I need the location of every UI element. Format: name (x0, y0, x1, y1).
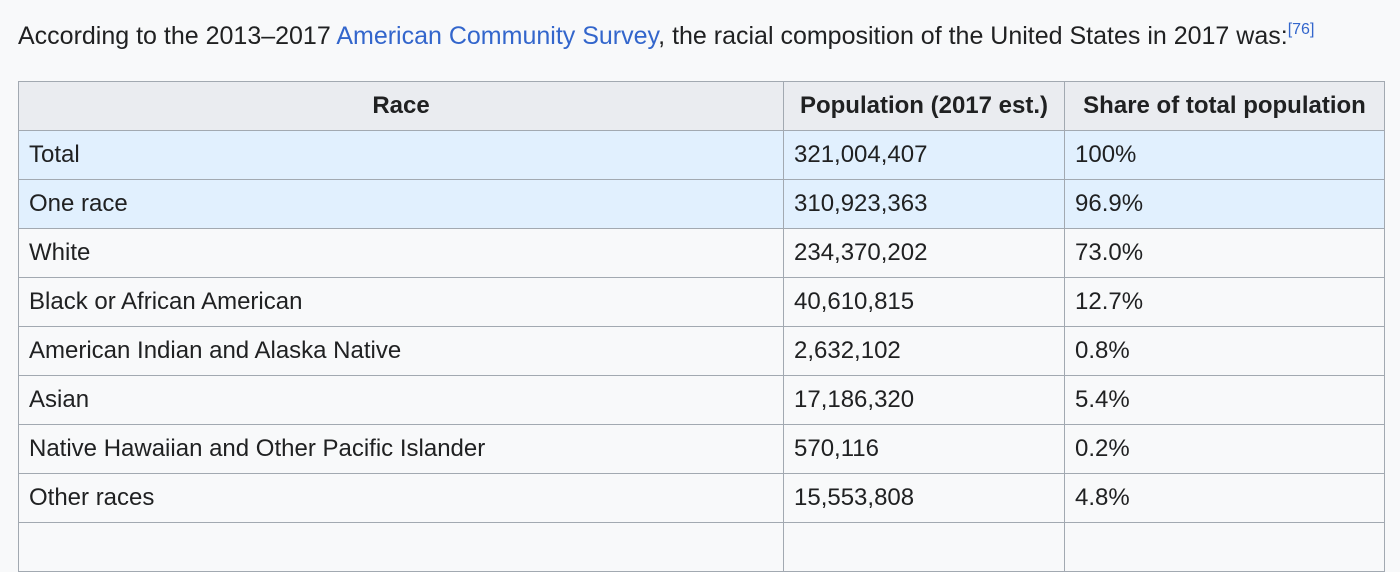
share-cell: 4.8% (1064, 473, 1385, 523)
table-row: Other races 15,553,808 4.8% (18, 473, 1385, 523)
table-row (18, 522, 1385, 572)
race-cell: Total (18, 130, 784, 180)
population-cell: 17,186,320 (783, 375, 1065, 425)
race-cell: Black or African American (18, 277, 784, 327)
race-cell: American Indian and Alaska Native (18, 326, 784, 376)
share-cell: 12.7% (1064, 277, 1385, 327)
intro-text-before: According to the 2013–2017 (18, 22, 337, 50)
share-cell: 96.9% (1064, 179, 1385, 229)
table-row: Native Hawaiian and Other Pacific Island… (18, 424, 1385, 474)
share-cell: 0.2% (1064, 424, 1385, 474)
table-row: Black or African American 40,610,815 12.… (18, 277, 1385, 327)
reference-link[interactable]: [76] (1287, 21, 1315, 38)
population-cell: 2,632,102 (783, 326, 1065, 376)
race-cell: White (18, 228, 784, 278)
population-cell: 310,923,363 (783, 179, 1065, 229)
header-share: Share of total population (1064, 81, 1385, 131)
population-cell: 15,553,808 (783, 473, 1065, 523)
population-cell: 570,116 (783, 424, 1065, 474)
race-cell: Other races (18, 473, 784, 523)
share-cell: 73.0% (1064, 228, 1385, 278)
share-cell: 0.8% (1064, 326, 1385, 376)
table-row: Total 321,004,407 100% (18, 130, 1385, 180)
intro-paragraph: According to the 2013–2017 American Comm… (18, 18, 1314, 58)
race-cell (18, 522, 784, 572)
header-race: Race (18, 81, 784, 131)
share-cell (1064, 522, 1385, 572)
share-cell: 100% (1064, 130, 1385, 180)
race-table: Race Population (2017 est.) Share of tot… (18, 81, 1385, 572)
table-row: White 234,370,202 73.0% (18, 228, 1385, 278)
table-row: One race 310,923,363 96.9% (18, 179, 1385, 229)
share-cell: 5.4% (1064, 375, 1385, 425)
acs-link[interactable]: American Community Survey (336, 22, 659, 50)
population-cell: 321,004,407 (783, 130, 1065, 180)
population-cell (783, 522, 1065, 572)
population-cell: 234,370,202 (783, 228, 1065, 278)
intro-text-after: , the racial composition of the United S… (658, 22, 1288, 50)
race-cell: Asian (18, 375, 784, 425)
table-row: Asian 17,186,320 5.4% (18, 375, 1385, 425)
table-header-row: Race Population (2017 est.) Share of tot… (18, 81, 1385, 131)
race-cell: Native Hawaiian and Other Pacific Island… (18, 424, 784, 474)
header-population: Population (2017 est.) (783, 81, 1065, 131)
population-cell: 40,610,815 (783, 277, 1065, 327)
table-row: American Indian and Alaska Native 2,632,… (18, 326, 1385, 376)
race-cell: One race (18, 179, 784, 229)
